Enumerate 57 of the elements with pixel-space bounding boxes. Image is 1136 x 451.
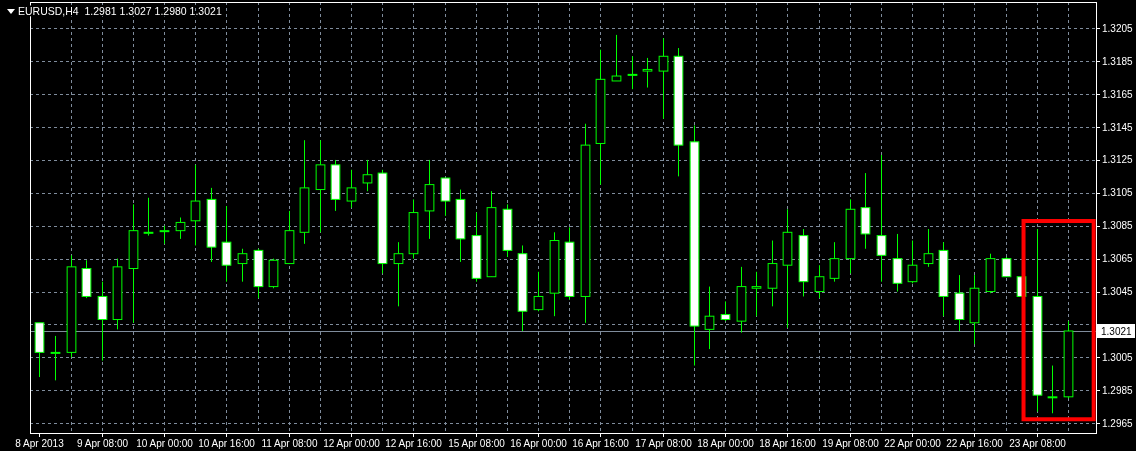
y-tick-label: 1.3005 <box>1102 351 1134 363</box>
candlestick <box>190 164 201 246</box>
y-tick-label: 1.2965 <box>1102 417 1134 429</box>
x-tick-label: 16 Apr 16:00 <box>572 438 630 449</box>
candlestick <box>751 271 762 317</box>
candlestick <box>237 248 248 283</box>
x-tick-label: 12 Apr 16:00 <box>385 438 443 449</box>
y-tick-label: 1.3085 <box>1102 220 1134 232</box>
candlestick <box>907 240 918 284</box>
candlestick <box>814 264 825 299</box>
x-tick-label: 22 Apr 00:00 <box>884 438 942 449</box>
y-tick-label: 1.3205 <box>1102 22 1134 34</box>
y-tick-label: 1.3185 <box>1102 55 1134 67</box>
candlestick <box>923 228 934 268</box>
y-tick-label: 1.2985 <box>1102 384 1134 396</box>
y-tick-label: 1.3125 <box>1102 154 1134 166</box>
x-tick-label: 23 Apr 08:00 <box>1009 438 1067 449</box>
candlestick <box>362 159 373 192</box>
x-tick-label: 17 Apr 08:00 <box>635 438 693 449</box>
y-tick-label: 1.3045 <box>1102 286 1134 298</box>
candlestick <box>1047 365 1058 414</box>
y-tick-label: 1.3065 <box>1102 253 1134 265</box>
x-tick-label: 19 Apr 08:00 <box>822 438 880 449</box>
candlestick <box>50 335 61 381</box>
candlestick <box>876 154 887 283</box>
candlestick <box>627 55 638 90</box>
candlestick <box>143 197 154 237</box>
x-tick-label: 9 Apr 08:00 <box>76 438 129 449</box>
candlestick <box>658 37 669 120</box>
candlestick <box>829 241 840 283</box>
y-tick-label: 1.3165 <box>1102 88 1134 100</box>
y-tick-label: 1.3105 <box>1102 187 1134 199</box>
candlestick <box>642 57 653 89</box>
x-tick-label: 16 Apr 00:00 <box>510 438 568 449</box>
candlestick <box>159 225 170 245</box>
candlestick <box>440 177 451 217</box>
x-tick-label: 18 Apr 00:00 <box>697 438 755 449</box>
candlestick <box>393 241 404 307</box>
x-tick-label: 12 Apr 00:00 <box>323 438 381 449</box>
ref-line-label: 1.3021 <box>1101 325 1133 337</box>
candlestick <box>175 217 186 240</box>
x-tick-label: 10 Apr 00:00 <box>136 438 194 449</box>
x-tick-label: 8 Apr 2013 <box>15 438 65 449</box>
candlestick <box>221 205 232 283</box>
x-tick-label: 11 Apr 08:00 <box>261 438 318 449</box>
x-tick-label: 10 Apr 16:00 <box>198 438 256 449</box>
candlestick <box>97 281 108 362</box>
x-tick-label: 22 Apr 16:00 <box>946 438 1004 449</box>
y-tick-label: 1.3145 <box>1102 121 1134 133</box>
candlestick <box>533 271 544 312</box>
x-tick-label: 18 Apr 16:00 <box>759 438 817 449</box>
candlestick <box>346 169 357 209</box>
x-tick-label: 15 Apr 08:00 <box>448 438 506 449</box>
candlestick <box>1001 256 1012 278</box>
candlestick <box>611 34 622 82</box>
candlestick <box>704 286 715 350</box>
candlestick <box>720 300 731 322</box>
